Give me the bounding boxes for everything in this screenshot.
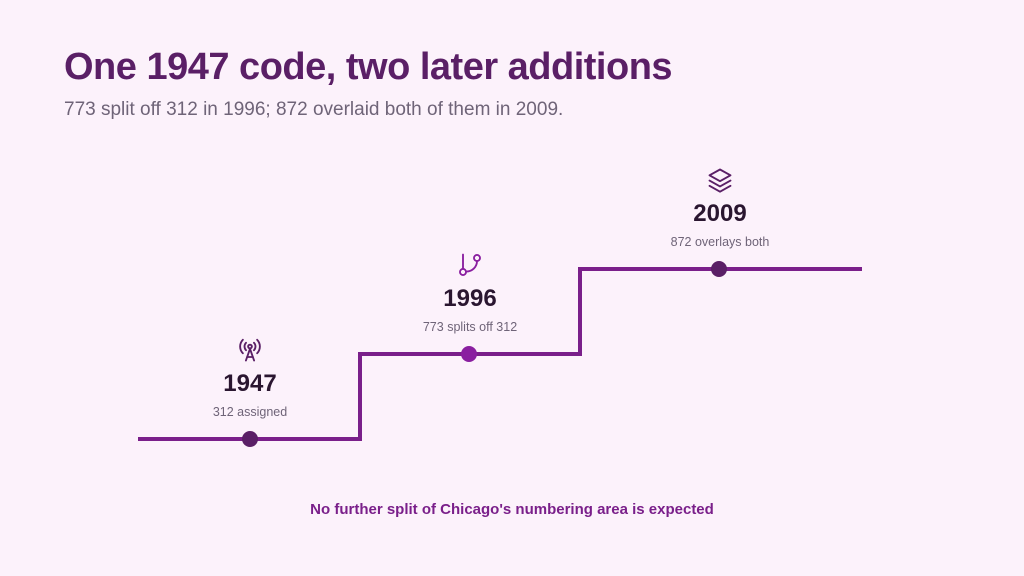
milestone-1947: 1947 312 assigned <box>140 336 360 420</box>
milestone-dot-2009 <box>711 261 727 277</box>
milestone-description: 872 overlays both <box>670 235 770 249</box>
page-subtitle: 773 split off 312 in 1996; 872 overlaid … <box>64 99 564 120</box>
milestone-description: 312 assigned <box>212 405 288 419</box>
git-branch-icon <box>459 253 481 276</box>
footer-note: No further split of Chicago's numbering … <box>310 501 714 518</box>
milestone-1996: 1996 773 splits off 312 <box>360 251 580 335</box>
broadcast-tower-icon <box>239 338 261 362</box>
page-title: One 1947 code, two later additions <box>64 46 673 88</box>
milestone-dot-1996 <box>461 346 477 362</box>
milestone-year: 1947 <box>223 370 277 397</box>
milestone-year: 1996 <box>443 285 497 312</box>
layers-icon <box>708 168 732 193</box>
milestone-dot-1947 <box>242 431 258 447</box>
milestone-2009: 2009 872 overlays both <box>610 166 830 250</box>
milestone-description: 773 splits off 312 <box>422 320 518 334</box>
milestone-year: 2009 <box>693 200 747 227</box>
